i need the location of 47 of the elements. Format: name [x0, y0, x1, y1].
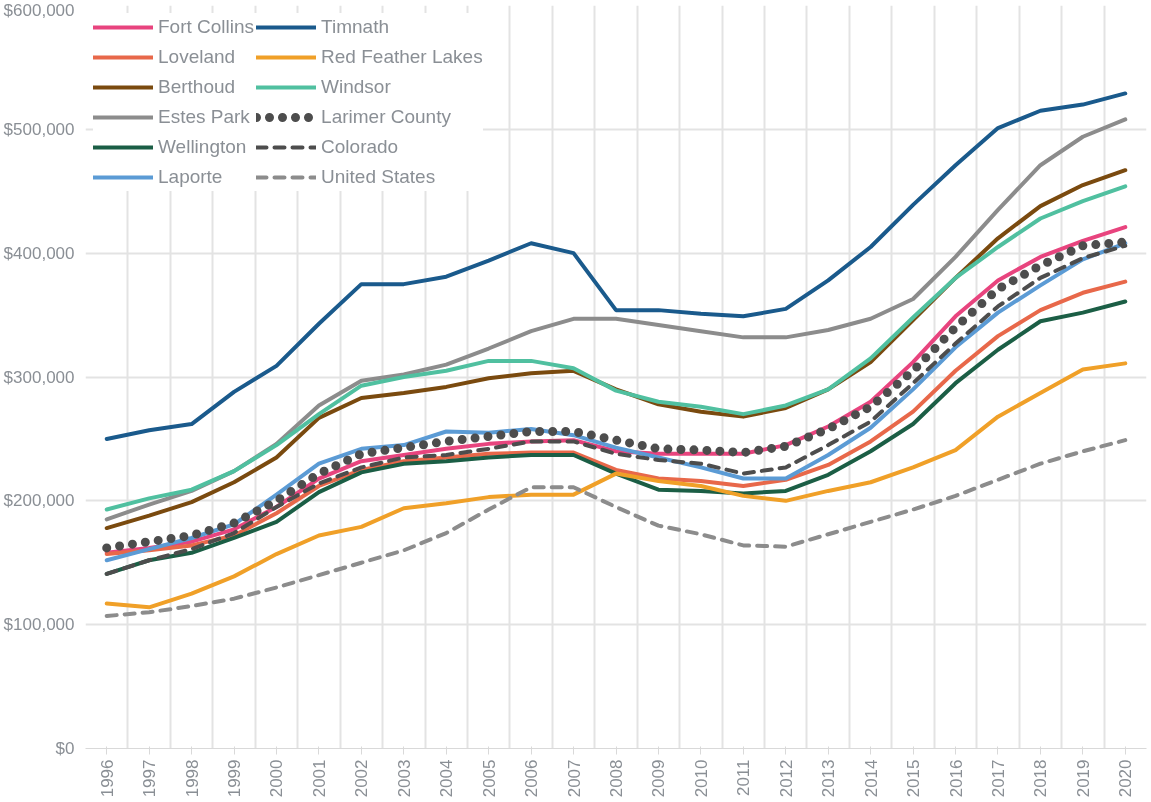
line-series: [104, 361, 1128, 610]
legend-label: Fort Collins: [158, 15, 255, 39]
x-tick-label: 1999: [225, 759, 245, 798]
y-tick-label: $100,000: [3, 615, 75, 635]
x-tick-label: 2020: [1116, 759, 1136, 798]
x-tick-label: 2003: [394, 759, 414, 798]
x-tick-label: 2019: [1073, 759, 1093, 798]
legend-label: Larimer County: [321, 105, 451, 129]
x-tick-label: 2002: [352, 759, 372, 798]
y-tick-label: $500,000: [3, 119, 75, 139]
y-tick-label: $0: [55, 739, 75, 758]
x-tick-label: 2018: [1031, 759, 1051, 798]
x-tick-label: 2004: [437, 759, 457, 798]
line-series: [104, 438, 1128, 618]
legend-label: Windsor: [321, 75, 391, 99]
x-tick-label: 2000: [267, 759, 287, 798]
x-tick-label: 2007: [564, 759, 584, 798]
legend-label: Colorado: [321, 135, 399, 159]
x-tick-label: 2008: [607, 759, 626, 798]
y-tick-label: $300,000: [3, 367, 75, 387]
legend-label: Red Feather Lakes: [321, 45, 483, 69]
legend-label: Timnath: [321, 15, 390, 39]
legend-label: Estes Park: [158, 105, 250, 129]
x-tick-label: 1996: [97, 759, 117, 798]
x-tick-label: 2013: [819, 759, 839, 798]
x-tick-label: 2012: [776, 759, 796, 798]
legend-label: Loveland: [158, 45, 236, 69]
x-tick-label: 2005: [479, 759, 499, 798]
line-series: [104, 91, 1128, 441]
legend-label: Wellington: [158, 135, 247, 159]
x-tick-label: 2015: [904, 759, 924, 798]
legend-label: Laporte: [158, 165, 223, 189]
x-tick-label: 2006: [522, 759, 542, 798]
x-tick-label: 2014: [861, 759, 881, 798]
x-tick-label: 2016: [946, 759, 966, 798]
legend-label: United States: [321, 165, 436, 189]
y-tick-label: $200,000: [3, 491, 75, 511]
x-tick-label: 2010: [691, 759, 711, 798]
x-tick-label: 1997: [140, 759, 160, 798]
legend-label: Berthoud: [158, 75, 236, 99]
x-tick-label: 2009: [649, 759, 669, 798]
x-tick-label: 2017: [988, 759, 1008, 798]
y-tick-label: $600,000: [3, 0, 75, 20]
y-tick-label: $400,000: [3, 243, 75, 263]
x-tick-label: 2001: [309, 759, 329, 798]
x-tick-label: 1998: [182, 759, 202, 798]
x-tick-label: 2011: [734, 759, 754, 797]
